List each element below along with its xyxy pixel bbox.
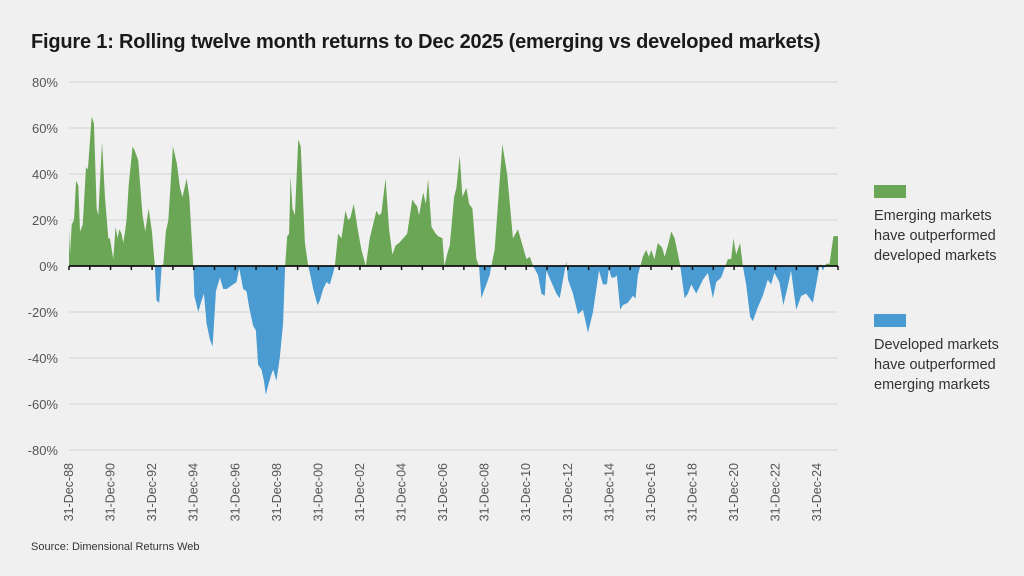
developed-outperformance-area (69, 266, 838, 395)
legend-label-emerging: Emerging markets have outperformed devel… (874, 206, 1024, 266)
y-tick-label: -40% (28, 351, 59, 366)
x-tick-label: 31-Dec-92 (145, 463, 159, 521)
x-tick-label: 31-Dec-16 (644, 463, 658, 521)
y-tick-label: -60% (28, 397, 59, 412)
y-tick-label: 40% (32, 167, 58, 182)
x-tick-label: 31-Dec-00 (311, 463, 325, 521)
x-tick-label: 31-Dec-10 (519, 463, 533, 521)
y-tick-label: 0% (39, 259, 58, 274)
legend-label-developed: Developed markets have outperformed emer… (874, 335, 1024, 395)
y-tick-label: 20% (32, 213, 58, 228)
x-tick-label: 31-Dec-04 (395, 463, 409, 521)
legend-line: Developed markets (874, 337, 999, 353)
x-tick-label: 31-Dec-14 (602, 463, 616, 521)
x-tick-label: 31-Dec-06 (436, 463, 450, 521)
emerging-outperformance-area (69, 116, 838, 266)
legend-line: have outperformed (874, 228, 996, 244)
x-tick-label: 31-Dec-20 (727, 463, 741, 521)
x-tick-label: 31-Dec-90 (104, 463, 118, 521)
legend-line: emerging markets (874, 377, 991, 393)
x-tick-label: 31-Dec-96 (228, 463, 242, 521)
x-tick-label: 31-Dec-08 (478, 463, 492, 521)
x-tick-label: 31-Dec-98 (270, 463, 284, 521)
source-note: Source: Dimensional Returns Web (31, 541, 200, 553)
x-tick-label: 31-Dec-02 (353, 463, 367, 521)
y-tick-label: -20% (28, 305, 59, 320)
legend-swatch-emerging (874, 185, 906, 198)
chart-title: Figure 1: Rolling twelve month returns t… (31, 31, 821, 53)
legend-line: have outperformed (874, 357, 996, 373)
x-tick-label: 31-Dec-22 (769, 463, 783, 521)
x-tick-label: 31-Dec-12 (561, 463, 575, 521)
x-tick-label: 31-Dec-94 (187, 463, 201, 521)
x-tick-label: 31-Dec-18 (686, 463, 700, 521)
y-tick-label: 80% (32, 75, 58, 90)
legend-swatch-developed (874, 314, 906, 327)
legend-line: Emerging markets (874, 208, 992, 224)
y-tick-label: -80% (28, 443, 59, 458)
x-tick-label: 31-Dec-88 (62, 463, 76, 521)
y-tick-label: 60% (32, 121, 58, 136)
x-tick-label: 31-Dec-24 (810, 463, 824, 521)
legend-line: developed markets (874, 248, 997, 264)
